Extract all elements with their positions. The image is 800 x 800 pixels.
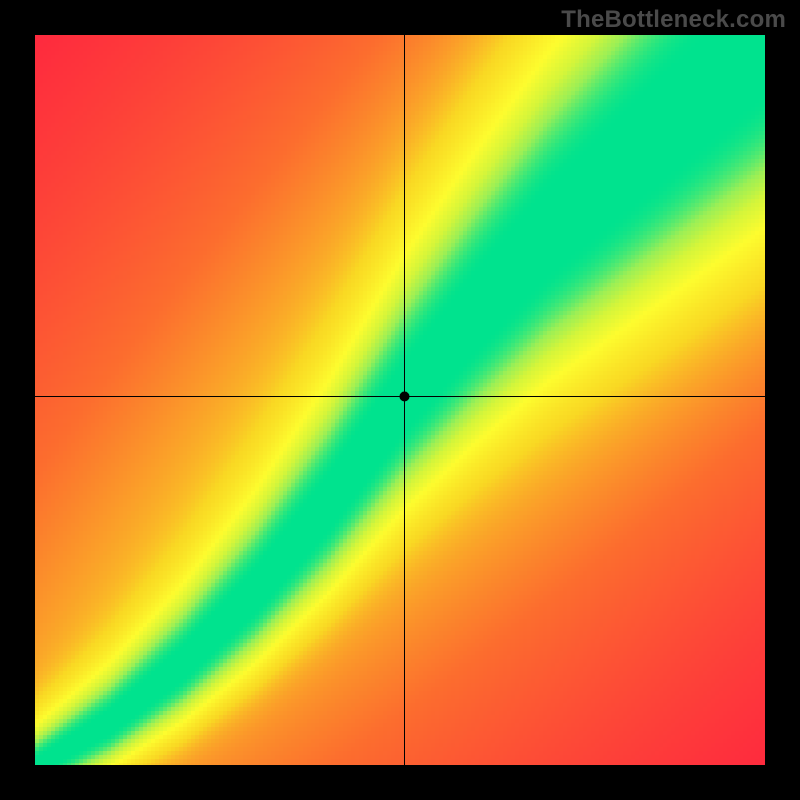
outer-frame: TheBottleneck.com [0,0,800,800]
watermark-text: TheBottleneck.com [561,6,786,34]
heatmap-plot [35,35,765,765]
heatmap-canvas [35,35,765,765]
